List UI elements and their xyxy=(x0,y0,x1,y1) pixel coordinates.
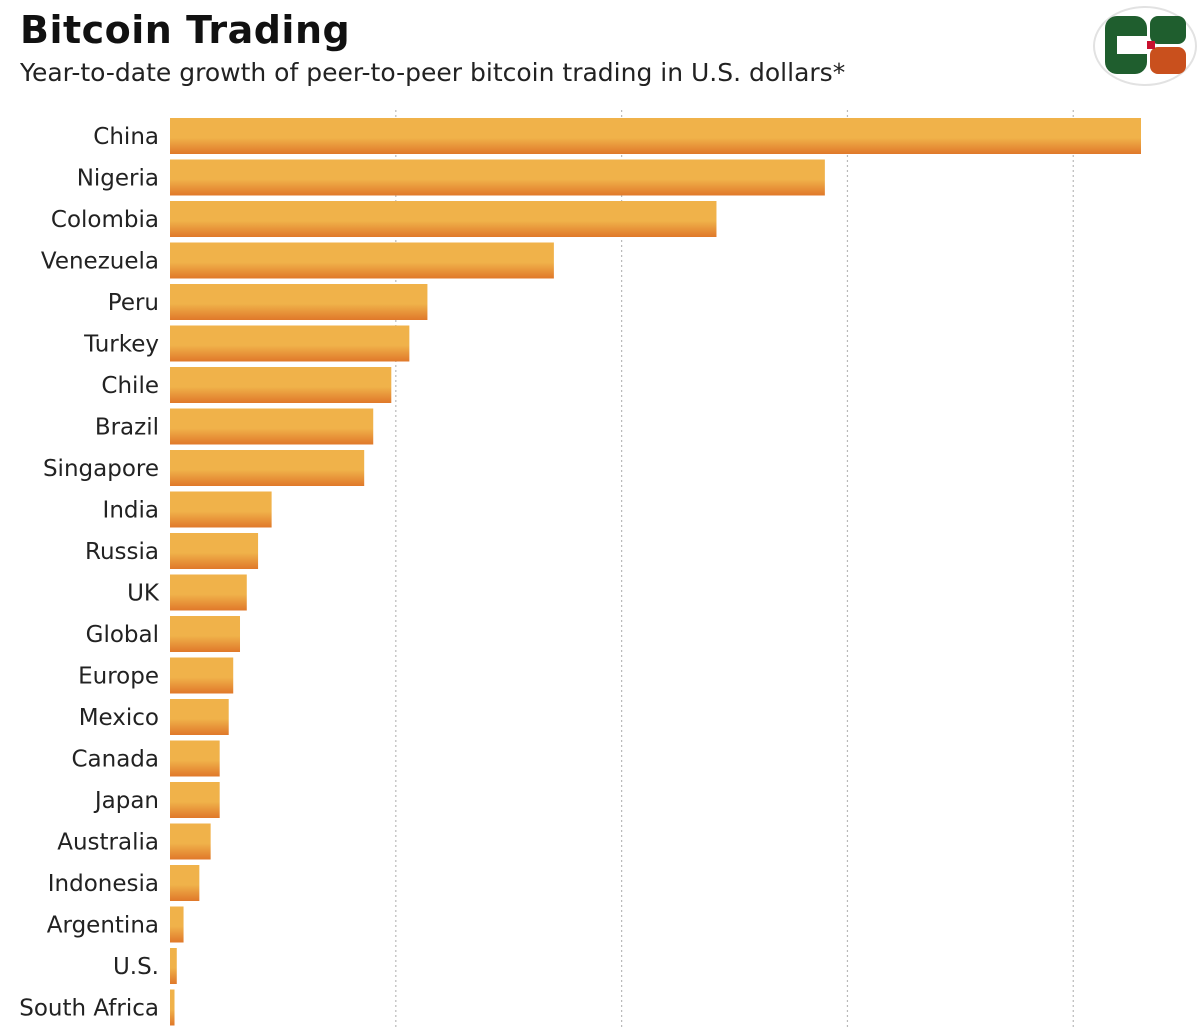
bar-south-africa xyxy=(170,989,175,1026)
bar-turkey xyxy=(170,325,410,362)
bar-nigeria xyxy=(170,159,825,196)
category-label-mexico: Mexico xyxy=(79,705,159,731)
bar-australia xyxy=(170,823,211,860)
category-label-canada: Canada xyxy=(71,747,159,773)
category-label-south-africa: South Africa xyxy=(19,996,159,1022)
bar-europe xyxy=(170,657,234,694)
category-label-global: Global xyxy=(86,622,159,648)
category-label-brazil: Brazil xyxy=(95,415,159,441)
chart-area: China Nigeria Colombia Venezuela Peru Turkey C… xyxy=(0,110,1200,1027)
bar-global xyxy=(170,616,241,652)
bar-chart: China Nigeria Colombia Venezuela Peru Turkey C… xyxy=(19,110,1141,1027)
category-label-australia: Australia xyxy=(57,830,159,856)
bar-argentina xyxy=(170,906,184,943)
category-label-nigeria: Nigeria xyxy=(77,166,159,192)
bar-chile xyxy=(170,367,392,403)
cb-logo-graphic xyxy=(1105,16,1186,74)
bar-mexico xyxy=(170,699,229,735)
bar-venezuela xyxy=(170,242,554,279)
category-label-colombia: Colombia xyxy=(51,207,159,233)
bar-canada xyxy=(170,740,220,777)
category-label-indonesia: Indonesia xyxy=(48,871,159,897)
bar-peru xyxy=(170,284,428,320)
bar-china xyxy=(170,118,1141,154)
category-labels: China Nigeria Colombia Venezuela Peru Turkey C… xyxy=(19,124,160,1022)
bar-singapore xyxy=(170,450,365,486)
category-label-china: China xyxy=(93,124,159,150)
category-label-uk: UK xyxy=(127,581,160,607)
chart-subtitle: Year-to-date growth of peer-to-peer bitc… xyxy=(20,58,846,87)
category-label-venezuela: Venezuela xyxy=(41,249,159,275)
bar-colombia xyxy=(170,201,717,237)
category-label-europe: Europe xyxy=(78,664,159,690)
bars xyxy=(170,118,1141,1026)
bar-india xyxy=(170,491,272,528)
bar-indonesia xyxy=(170,865,200,901)
category-label-india: India xyxy=(103,498,159,524)
category-label-turkey: Turkey xyxy=(83,332,159,358)
category-label-chile: Chile xyxy=(101,373,159,399)
bar-japan xyxy=(170,782,220,818)
category-label-singapore: Singapore xyxy=(43,456,159,482)
category-label-u-s: U.S. xyxy=(113,954,159,980)
category-label-japan: Japan xyxy=(93,788,159,814)
category-label-argentina: Argentina xyxy=(47,913,159,939)
bar-russia xyxy=(170,533,259,569)
bar-brazil xyxy=(170,408,374,445)
bar-u-s xyxy=(170,948,177,984)
category-label-peru: Peru xyxy=(108,290,159,316)
cb-logo-icon xyxy=(1093,6,1197,86)
bar-uk xyxy=(170,574,247,611)
chart-title: Bitcoin Trading xyxy=(20,8,351,52)
category-label-russia: Russia xyxy=(85,539,159,565)
